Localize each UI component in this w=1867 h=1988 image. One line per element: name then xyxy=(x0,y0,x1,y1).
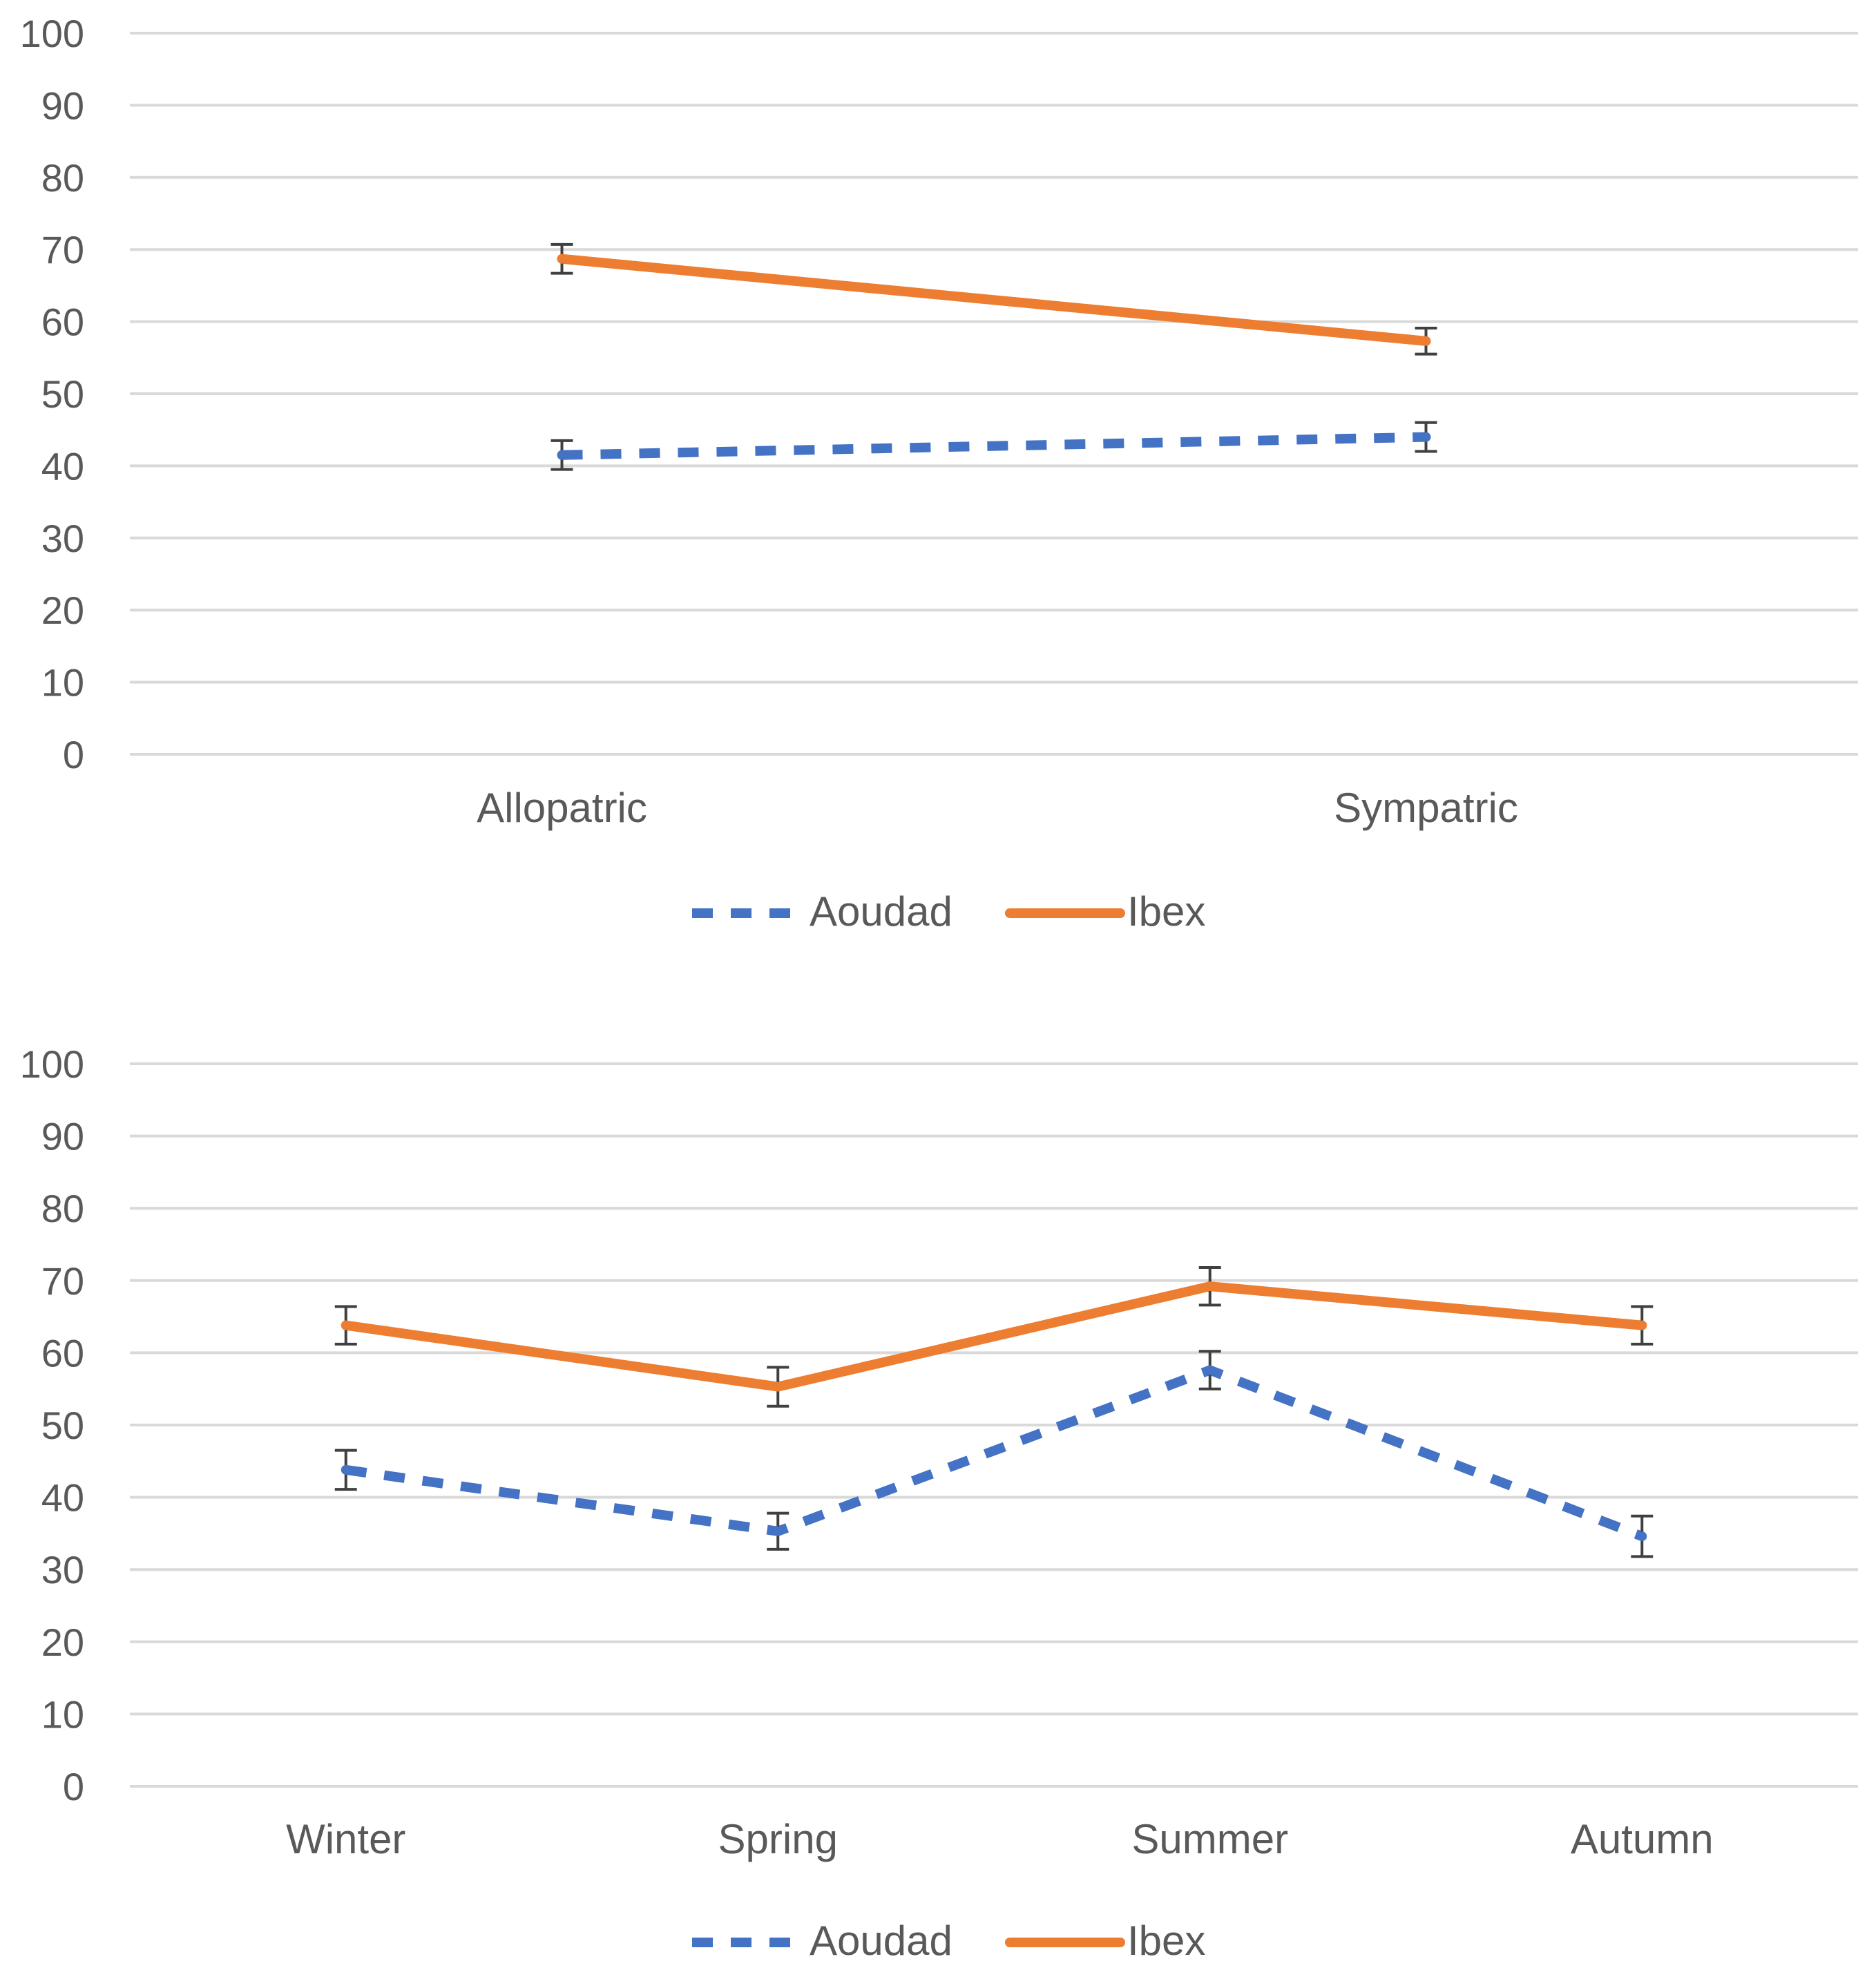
y-tick-label: 50 xyxy=(41,372,84,416)
data-point-aoudad xyxy=(1421,432,1431,442)
chart-panel-location: 0 10 20 30 40 50 60 70 80 90 100 Allopatric Sympatri… xyxy=(20,12,1858,935)
y-tick-label: 70 xyxy=(41,1259,84,1303)
legend-label-ibex: Ibex xyxy=(1127,888,1205,935)
y-tick-label: 30 xyxy=(41,517,84,560)
x-tick-label: Sympatric xyxy=(1334,785,1518,831)
y-tick-label: 60 xyxy=(41,300,84,344)
series-line-ibex xyxy=(341,1281,1647,1392)
y-tick-label: 80 xyxy=(41,156,84,200)
y-tick-label: 40 xyxy=(41,1476,84,1520)
series-line-aoudad xyxy=(562,432,1426,460)
data-point-ibex xyxy=(1637,1320,1647,1330)
data-point-ibex xyxy=(557,254,567,264)
y-tick-label: 40 xyxy=(41,444,84,488)
data-point-ibex xyxy=(1421,336,1431,346)
y-tick-label: 20 xyxy=(41,589,84,632)
y-tick-label: 0 xyxy=(63,1765,84,1808)
y-tick-label: 30 xyxy=(41,1548,84,1592)
data-point-aoudad xyxy=(1637,1531,1647,1542)
data-point-aoudad xyxy=(1205,1365,1215,1375)
legend-label-aoudad: Aoudad xyxy=(810,1918,952,1964)
legend: Aoudad Ibex xyxy=(692,1918,1205,1964)
legend-label-ibex: Ibex xyxy=(1127,1918,1205,1964)
y-tick-label: 10 xyxy=(41,661,84,705)
data-point-ibex xyxy=(1205,1281,1215,1292)
legend: Aoudad Ibex xyxy=(692,888,1205,935)
y-tick-label: 60 xyxy=(41,1331,84,1375)
y-tick-label: 0 xyxy=(63,733,84,776)
series-line-aoudad xyxy=(345,1365,1644,1541)
data-point-ibex xyxy=(341,1320,351,1330)
data-point-ibex xyxy=(773,1382,783,1392)
x-tick-label: Spring xyxy=(718,1816,838,1862)
legend-label-aoudad: Aoudad xyxy=(810,888,952,935)
data-point-aoudad xyxy=(341,1464,351,1475)
y-tick-label: 90 xyxy=(41,1115,84,1158)
x-tick-label: Winter xyxy=(286,1816,405,1862)
y-tick-label: 70 xyxy=(41,228,84,271)
data-point-aoudad xyxy=(773,1526,783,1536)
y-tick-label: 20 xyxy=(41,1621,84,1664)
y-tick-label: 80 xyxy=(41,1187,84,1230)
x-tick-label: Autumn xyxy=(1571,1816,1714,1862)
x-tick-label: Summer xyxy=(1131,1816,1288,1862)
chart-panel-season: 0 10 20 30 40 50 60 70 80 90 100 Winter Spring Summer… xyxy=(20,1042,1858,1964)
data-point-aoudad xyxy=(557,450,567,460)
y-tick-label: 10 xyxy=(41,1692,84,1736)
y-tick-label: 100 xyxy=(20,1042,84,1086)
x-tick-label: Allopatric xyxy=(477,785,647,831)
series-line-ibex xyxy=(557,254,1431,346)
y-tick-label: 100 xyxy=(20,12,84,55)
y-tick-label: 90 xyxy=(41,84,84,127)
y-tick-label: 50 xyxy=(41,1404,84,1447)
